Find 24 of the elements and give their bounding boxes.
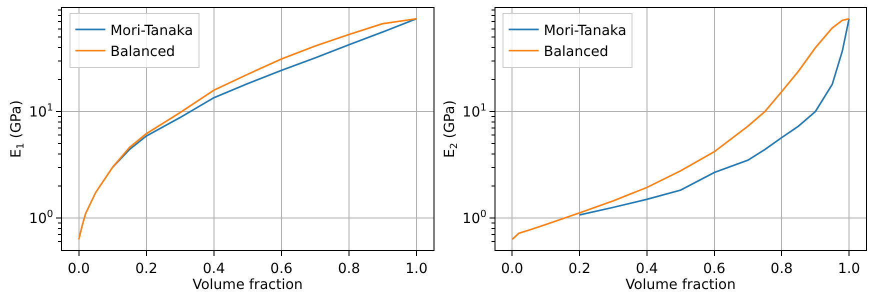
x-axis-title: Volume fraction [192,276,303,293]
x-tick-label: 0.0 [68,260,90,277]
x-tick-label: 0.4 [636,260,658,277]
y-tick-label: 10$^{1}$ [29,102,54,120]
x-tick-label: 0.6 [703,260,726,277]
x-tick-label: 0.6 [270,260,293,277]
line-series [78,18,418,240]
x-tick-label: 0.8 [338,260,360,277]
line-series [511,18,850,240]
legend-label: Mori-Tanaka [544,22,626,39]
x-tick-label: 0.4 [202,260,226,277]
x-tick-label: 1.0 [405,260,428,277]
x-axis-title: Volume fraction [625,276,736,293]
legend-label: Mori-Tanaka [110,22,194,39]
x-tick-label: 0.2 [568,260,591,277]
x-tick-label: 0.8 [770,260,793,277]
y-tick-label: 10$^{0}$ [462,209,486,227]
x-tick-label: 1.0 [838,260,860,277]
y-tick-label: 10$^{0}$ [29,209,54,227]
x-tick-label: 0.2 [135,260,158,277]
y-tick-label: 10$^{1}$ [462,102,486,120]
legend-label: Balanced [110,44,176,60]
legend-label: Balanced [544,44,608,60]
x-tick-label: 0.0 [501,260,524,277]
